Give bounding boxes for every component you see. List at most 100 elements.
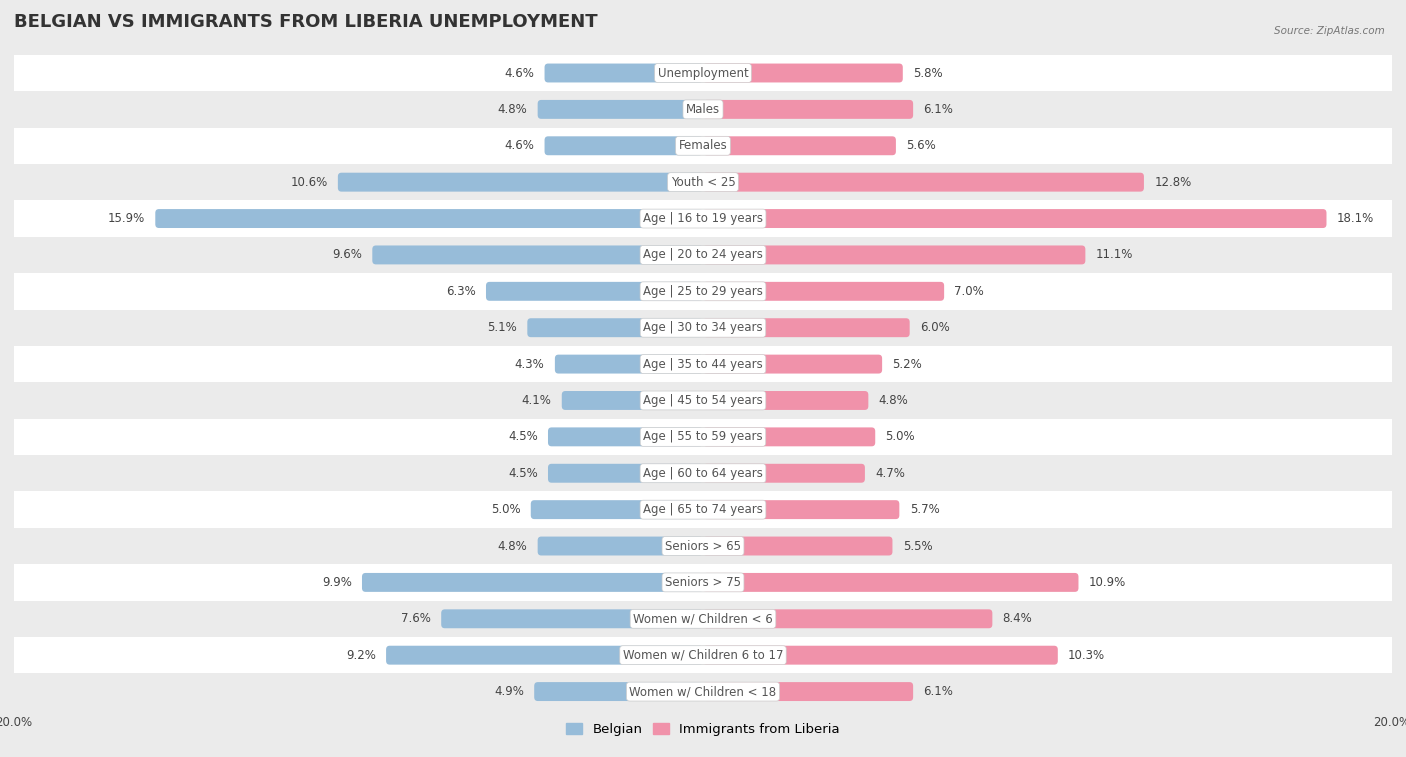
- Text: Age | 30 to 34 years: Age | 30 to 34 years: [643, 321, 763, 334]
- Text: 6.3%: 6.3%: [446, 285, 475, 298]
- FancyBboxPatch shape: [548, 428, 703, 447]
- Text: Women w/ Children < 18: Women w/ Children < 18: [630, 685, 776, 698]
- FancyBboxPatch shape: [155, 209, 703, 228]
- Bar: [14, 674, 1392, 710]
- FancyBboxPatch shape: [703, 282, 945, 301]
- Bar: [14, 91, 1392, 128]
- Text: 9.2%: 9.2%: [346, 649, 375, 662]
- Text: 5.5%: 5.5%: [903, 540, 932, 553]
- FancyBboxPatch shape: [703, 646, 1057, 665]
- FancyBboxPatch shape: [337, 173, 703, 192]
- Text: 4.7%: 4.7%: [875, 467, 905, 480]
- Text: 5.6%: 5.6%: [907, 139, 936, 152]
- Text: 7.0%: 7.0%: [955, 285, 984, 298]
- FancyBboxPatch shape: [531, 500, 703, 519]
- FancyBboxPatch shape: [562, 391, 703, 410]
- FancyBboxPatch shape: [703, 64, 903, 83]
- Text: Unemployment: Unemployment: [658, 67, 748, 79]
- Text: 5.1%: 5.1%: [488, 321, 517, 334]
- FancyBboxPatch shape: [703, 391, 869, 410]
- Text: 5.0%: 5.0%: [491, 503, 520, 516]
- FancyBboxPatch shape: [361, 573, 703, 592]
- Text: BELGIAN VS IMMIGRANTS FROM LIBERIA UNEMPLOYMENT: BELGIAN VS IMMIGRANTS FROM LIBERIA UNEMP…: [14, 13, 598, 31]
- Text: 4.8%: 4.8%: [879, 394, 908, 407]
- Text: Women w/ Children 6 to 17: Women w/ Children 6 to 17: [623, 649, 783, 662]
- FancyBboxPatch shape: [703, 318, 910, 337]
- Text: 4.1%: 4.1%: [522, 394, 551, 407]
- Text: Age | 20 to 24 years: Age | 20 to 24 years: [643, 248, 763, 261]
- FancyBboxPatch shape: [703, 173, 1144, 192]
- Text: 18.1%: 18.1%: [1337, 212, 1374, 225]
- Text: 6.1%: 6.1%: [924, 103, 953, 116]
- Text: Females: Females: [679, 139, 727, 152]
- Bar: [14, 419, 1392, 455]
- Bar: [14, 600, 1392, 637]
- Text: Age | 45 to 54 years: Age | 45 to 54 years: [643, 394, 763, 407]
- FancyBboxPatch shape: [544, 136, 703, 155]
- Text: 8.4%: 8.4%: [1002, 612, 1032, 625]
- FancyBboxPatch shape: [703, 209, 1326, 228]
- Text: 4.5%: 4.5%: [508, 467, 537, 480]
- Bar: [14, 55, 1392, 91]
- FancyBboxPatch shape: [703, 245, 1085, 264]
- Text: 4.5%: 4.5%: [508, 431, 537, 444]
- Text: 9.6%: 9.6%: [332, 248, 361, 261]
- Text: 5.7%: 5.7%: [910, 503, 939, 516]
- Text: 4.6%: 4.6%: [505, 67, 534, 79]
- FancyBboxPatch shape: [703, 609, 993, 628]
- Bar: [14, 491, 1392, 528]
- FancyBboxPatch shape: [548, 464, 703, 483]
- Text: 10.9%: 10.9%: [1088, 576, 1126, 589]
- Text: Age | 65 to 74 years: Age | 65 to 74 years: [643, 503, 763, 516]
- FancyBboxPatch shape: [703, 500, 900, 519]
- Text: 9.9%: 9.9%: [322, 576, 352, 589]
- FancyBboxPatch shape: [441, 609, 703, 628]
- Text: Age | 60 to 64 years: Age | 60 to 64 years: [643, 467, 763, 480]
- FancyBboxPatch shape: [387, 646, 703, 665]
- Text: 15.9%: 15.9%: [108, 212, 145, 225]
- Bar: [14, 273, 1392, 310]
- Bar: [14, 128, 1392, 164]
- Text: 10.6%: 10.6%: [290, 176, 328, 188]
- Text: 5.0%: 5.0%: [886, 431, 915, 444]
- Text: Age | 55 to 59 years: Age | 55 to 59 years: [643, 431, 763, 444]
- Text: 4.6%: 4.6%: [505, 139, 534, 152]
- Text: Males: Males: [686, 103, 720, 116]
- FancyBboxPatch shape: [486, 282, 703, 301]
- Text: Age | 25 to 29 years: Age | 25 to 29 years: [643, 285, 763, 298]
- Text: 4.8%: 4.8%: [498, 540, 527, 553]
- FancyBboxPatch shape: [703, 428, 875, 447]
- Text: 6.1%: 6.1%: [924, 685, 953, 698]
- Text: Age | 35 to 44 years: Age | 35 to 44 years: [643, 357, 763, 371]
- Bar: [14, 310, 1392, 346]
- FancyBboxPatch shape: [534, 682, 703, 701]
- Text: Seniors > 65: Seniors > 65: [665, 540, 741, 553]
- Text: 5.8%: 5.8%: [912, 67, 943, 79]
- Bar: [14, 528, 1392, 564]
- Text: Youth < 25: Youth < 25: [671, 176, 735, 188]
- FancyBboxPatch shape: [555, 354, 703, 373]
- FancyBboxPatch shape: [703, 464, 865, 483]
- Text: Age | 16 to 19 years: Age | 16 to 19 years: [643, 212, 763, 225]
- Text: 7.6%: 7.6%: [401, 612, 430, 625]
- Bar: [14, 201, 1392, 237]
- FancyBboxPatch shape: [703, 537, 893, 556]
- Text: 11.1%: 11.1%: [1095, 248, 1133, 261]
- FancyBboxPatch shape: [373, 245, 703, 264]
- Bar: [14, 637, 1392, 674]
- Text: 6.0%: 6.0%: [920, 321, 950, 334]
- Text: 4.8%: 4.8%: [498, 103, 527, 116]
- Text: 4.3%: 4.3%: [515, 357, 544, 371]
- Bar: [14, 564, 1392, 600]
- FancyBboxPatch shape: [703, 100, 912, 119]
- Bar: [14, 382, 1392, 419]
- Text: 10.3%: 10.3%: [1069, 649, 1105, 662]
- Bar: [14, 346, 1392, 382]
- FancyBboxPatch shape: [527, 318, 703, 337]
- FancyBboxPatch shape: [537, 100, 703, 119]
- FancyBboxPatch shape: [537, 537, 703, 556]
- FancyBboxPatch shape: [544, 64, 703, 83]
- FancyBboxPatch shape: [703, 354, 882, 373]
- Bar: [14, 455, 1392, 491]
- Text: 12.8%: 12.8%: [1154, 176, 1191, 188]
